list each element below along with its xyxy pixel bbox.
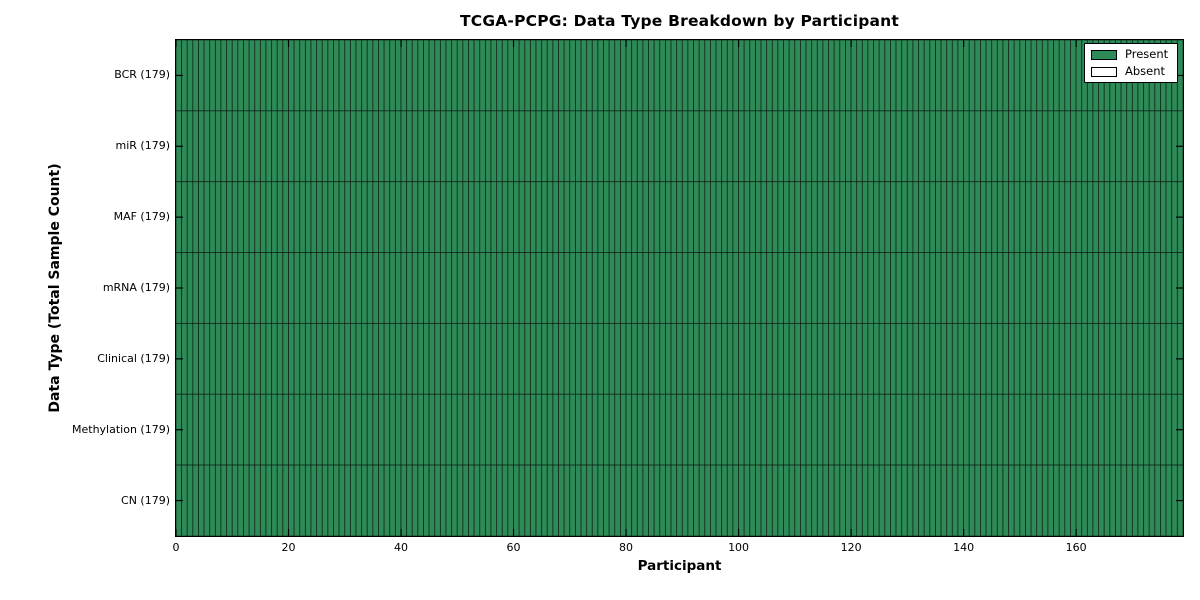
legend-item-absent: Absent [1091,65,1171,78]
y-tick-label-bcr: BCR (179) [114,68,170,82]
x-tick-label-0: 0 [172,541,180,554]
y-tick-label-methylation: Methylation (179) [72,422,170,436]
x-tick-label-100: 100 [728,541,750,554]
x-tick-label-40: 40 [394,541,409,554]
legend-label-absent: Absent [1125,64,1166,78]
plot-area [175,39,1184,537]
y-tick-label-mir: miR (179) [115,139,171,153]
present-swatch [1091,49,1117,60]
x-tick-label-120: 120 [840,541,862,554]
legend-label-present: Present [1125,47,1169,61]
x-tick-label-60: 60 [506,541,521,554]
x-tick-label-80: 80 [619,541,634,554]
chart-title: TCGA-PCPG: Data Type Breakdown by Partic… [459,12,900,30]
y-tick-label-cn: CN (179) [121,493,170,507]
x-tick-label-140: 140 [953,541,975,554]
absent-swatch [1091,66,1117,77]
y-tick-label-clinical: Clinical (179) [97,351,170,365]
heatmap-grid [176,40,1183,536]
y-tick-label-mrna: mRNA (179) [102,281,170,294]
legend-item-present: Present [1091,48,1171,61]
x-tick-label-160: 160 [1065,541,1087,554]
x-axis-label: Participant [637,558,722,574]
legend: Present Absent [1084,43,1178,83]
x-tick-label-20: 20 [281,541,296,554]
y-tick-label-maf: MAF (179) [113,210,170,224]
